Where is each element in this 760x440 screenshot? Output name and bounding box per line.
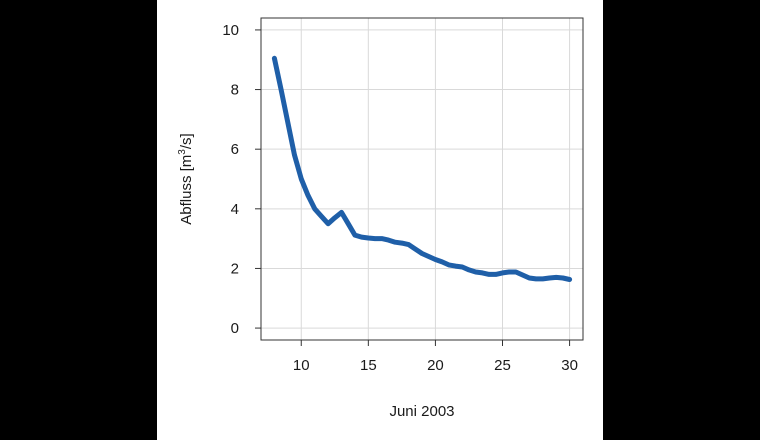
chart-panel: 10 15 20 25 30 0 2 4 6 8 10 Juni 2003 Abfluss [m3/… [157,0,603,440]
data-point [347,223,349,225]
data-point [280,89,282,91]
data-point [488,273,490,275]
data-point [508,271,510,273]
data-point [481,272,483,274]
y-axis-title-suffix: /s] [178,133,195,149]
data-point [341,211,342,213]
data-point [502,272,503,274]
data-point [320,215,322,217]
data-point [441,261,443,263]
data-point [555,276,557,278]
data-point [562,277,564,279]
data-point [287,121,289,123]
series-group [271,55,573,282]
axis-ticks: 10 15 20 25 30 0 2 4 6 8 10 [222,22,578,374]
data-point [455,265,456,267]
data-point [381,238,383,240]
y-axis-title-prefix: Abfluss [m [178,155,195,225]
x-axis-title: Juni 2003 [389,403,454,420]
data-point [374,238,376,240]
data-point [522,274,524,276]
data-point [515,271,517,273]
y-tick-label: 0 [231,320,239,337]
data-point [468,269,470,271]
series-line-discharge [271,55,573,282]
data-point [300,178,302,180]
data-point [307,194,309,196]
data-point [448,264,450,266]
data-point [434,259,436,260]
data-point [334,217,336,219]
x-tick-label: 10 [293,357,310,374]
data-point [421,253,423,254]
x-tick-label: 15 [360,357,377,374]
y-tick-label: 2 [231,260,239,277]
data-point [495,273,497,275]
data-point [535,278,537,280]
y-axis-title-superscript: 3 [177,149,188,155]
data-point [414,248,416,250]
data-point [428,256,430,257]
data-point [294,154,295,156]
data-point [401,242,403,244]
y-tick-label: 6 [231,141,239,158]
data-point [388,239,389,241]
discharge-line-chart: 10 15 20 25 30 0 2 4 6 8 10 Juni 2003 Abfluss [m3/… [177,17,584,420]
data-point [408,244,410,246]
data-point [542,278,544,280]
data-point [361,236,363,238]
y-tick-label: 8 [231,82,239,99]
data-point [367,237,369,239]
data-point [549,277,550,279]
data-point [475,271,477,273]
data-point [314,208,316,210]
data-point [273,57,275,59]
data-point [461,266,463,268]
data-point [327,223,329,225]
plot-frame [260,17,584,341]
data-point [528,277,530,279]
x-tick-label: 25 [494,357,511,374]
x-tick-label: 20 [427,357,444,374]
y-tick-label: 4 [231,201,239,218]
data-point [354,234,356,236]
y-axis-title: Abfluss [m3/s] [177,133,195,224]
x-tick-label: 30 [561,357,578,374]
grid-lines [261,18,583,340]
y-tick-label: 10 [222,22,239,39]
data-point [569,279,571,280]
data-point [394,241,396,243]
